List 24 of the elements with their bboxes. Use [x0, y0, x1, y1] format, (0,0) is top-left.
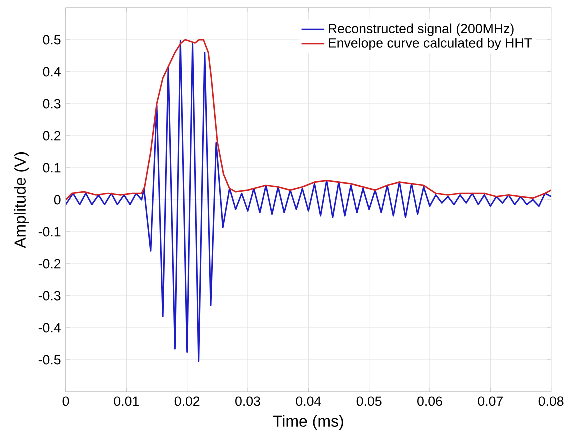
y-tick-label: -0.4 [38, 323, 61, 333]
y-tick-label: 0.2 [43, 131, 61, 141]
x-tick-label: 0.02 [174, 396, 200, 406]
y-tick-label: 0.5 [43, 35, 61, 45]
legend-label: Envelope curve calculated by HHT [329, 38, 532, 51]
y-axis-title: Amplitude (V) [14, 152, 30, 248]
x-tick-label: 0.01 [114, 396, 140, 406]
x-tick-label: 0.08 [538, 396, 564, 406]
legend-label: Reconstructed signal (200MHz) [329, 24, 514, 36]
y-tick-label: 0 [54, 195, 61, 205]
y-tick-label: -0.2 [38, 259, 61, 269]
x-tick-label: 0.06 [418, 396, 442, 406]
x-tick-label: 0.03 [236, 396, 260, 406]
y-tick-label: 0.1 [43, 163, 61, 173]
y-tick-label: -0.5 [38, 355, 61, 365]
y-tick-label: -0.1 [38, 227, 61, 237]
y-tick-label: 0.4 [43, 67, 61, 77]
x-tick-label: 0.04 [296, 396, 322, 406]
x-tick-label: 0 [62, 396, 70, 406]
y-tick-label: 0.3 [43, 99, 61, 109]
x-axis-title: Time (ms) [273, 415, 344, 430]
x-tick-label: 0.05 [356, 396, 382, 406]
y-tick-label: -0.3 [38, 291, 61, 301]
x-tick-label: 0.07 [478, 396, 503, 406]
